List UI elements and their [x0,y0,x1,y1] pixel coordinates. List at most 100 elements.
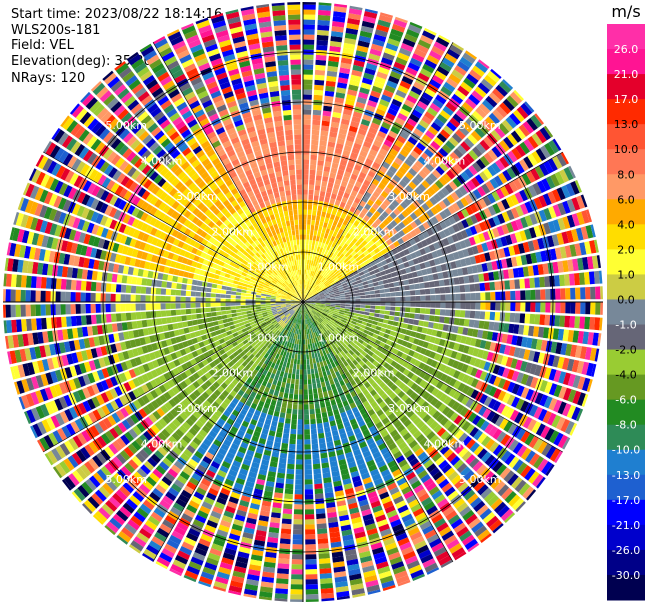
radar-gate [360,25,374,34]
radar-gate [451,233,459,243]
radar-gate [303,74,313,80]
radar-gate [347,228,354,235]
radar-gate [401,75,414,85]
radar-gate [395,56,408,66]
radar-gate [448,253,455,262]
radar-gate [287,403,293,409]
radar-gate [460,197,469,207]
radar-gate [285,478,294,485]
radar-gate [304,424,310,430]
radar-gate [508,180,518,193]
radar-gate [417,233,425,241]
radar-gate [344,308,350,312]
radar-gate [303,389,308,395]
radar-gate [330,126,339,133]
radar-gate [329,198,336,205]
radar-gate [333,106,343,114]
radar-gate [569,244,577,257]
radar-gate [439,162,449,172]
radar-gate [303,289,305,295]
radar-gate [393,240,400,248]
radar-gate [303,14,316,20]
radar-gate [445,302,451,309]
radar-gate [325,239,330,245]
radar-gate [470,177,481,188]
radar-gate [303,4,316,10]
radar-gate [340,295,346,298]
radar-gate [370,324,377,330]
radar-gate [296,369,300,375]
radar-gate [332,111,342,119]
radar-gate [462,52,476,64]
radar-gate [309,234,313,241]
radar-gate [287,463,295,470]
radar-gate [385,292,391,297]
radar-gate [304,295,308,300]
radar-gate [539,145,551,159]
radar-gate [468,94,481,106]
radar-gate [435,294,441,301]
radar-gate [389,267,396,273]
radar-gate [336,222,342,229]
radar-gate [319,236,324,243]
radar-gate [443,125,454,136]
radar-gate [331,241,337,248]
radar-gate [576,211,585,225]
radar-gate [409,284,415,290]
radar-gate [520,290,526,300]
radar-gate [309,358,313,365]
radar-gate [494,312,501,321]
radar-gate [408,181,417,190]
radar-gate [525,302,531,312]
radar-gate [323,375,329,382]
radar-gate [391,271,397,278]
radar-gate [344,289,350,293]
radar-gate [305,544,316,550]
radar-gate [315,303,321,305]
radar-gate [317,427,324,434]
radar-gate [295,464,303,470]
radar-gate [405,296,411,301]
radar-gate [276,380,282,387]
radar-gate [296,459,303,465]
radar-gate [409,313,415,319]
radar-gate [305,539,316,545]
radar-gate [434,315,440,323]
radar-gate [481,242,489,252]
radar-gate [370,260,377,267]
radar-gate [335,232,342,239]
radar-gate [276,472,285,479]
radar-gate [440,294,446,301]
radar-gate [325,296,331,299]
radar-gate [403,248,410,256]
radar-gate [484,311,491,320]
radar-gate [319,269,324,275]
radar-gate [538,195,548,208]
radar-gate [322,472,331,479]
radar-gate [303,34,315,40]
radar-gate [309,403,315,410]
radar-gate [544,314,551,326]
radar-gate [339,241,346,247]
radar-gate [293,514,303,520]
radar-gate [350,152,359,160]
radar-gate [313,292,319,296]
radar-gate [407,62,420,72]
radar-gate [438,279,445,287]
radar-gate [561,185,571,199]
radar-gate [565,183,576,197]
radar-gate [321,211,327,218]
radar-gate [303,69,313,75]
radar-gate [378,14,393,23]
radar-gate [448,73,462,85]
radar-gate [311,443,319,450]
radar-gate [418,119,430,129]
radar-gate [438,34,451,43]
radar-gate [305,274,307,280]
radar-gate [416,270,423,277]
radar-gate [319,295,325,298]
radar-gate [398,221,406,230]
radar-gate [394,16,408,24]
radar-gate [514,127,526,140]
radar-gate [365,175,374,183]
